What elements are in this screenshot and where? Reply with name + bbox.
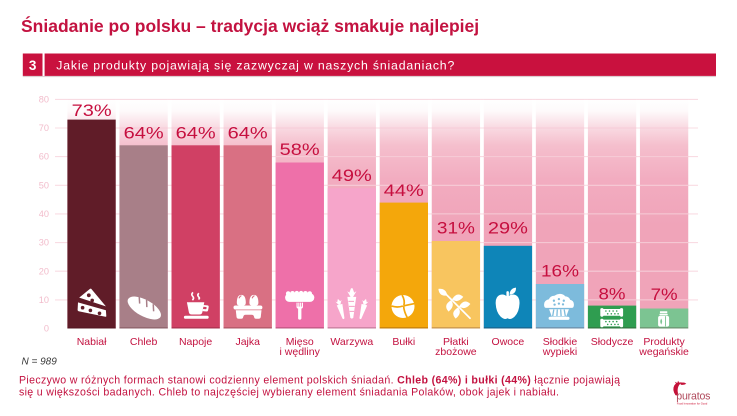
svg-text:64%: 64% <box>228 123 268 142</box>
svg-text:20: 20 <box>39 266 49 276</box>
svg-text:Mięso: Mięso <box>286 336 314 348</box>
svg-text:Słodycze: Słodycze <box>591 336 634 348</box>
svg-text:wypieki: wypieki <box>542 346 577 358</box>
svg-text:64%: 64% <box>124 123 164 142</box>
svg-text:wegańskie: wegańskie <box>638 346 689 358</box>
svg-text:49%: 49% <box>332 166 372 185</box>
svg-text:3: 3 <box>29 58 37 73</box>
svg-text:się u większości badanych. Chl: się u większości badanych. Chleb to najc… <box>19 387 559 399</box>
svg-text:7%: 7% <box>651 285 678 304</box>
svg-text:50: 50 <box>39 180 49 190</box>
svg-text:Pieczywo w różnych formach sta: Pieczywo w różnych formach stanowi codzi… <box>19 375 620 387</box>
svg-text:Produkty: Produkty <box>643 336 685 348</box>
svg-text:10: 10 <box>39 295 49 305</box>
svg-text:zbożowe: zbożowe <box>435 346 477 358</box>
svg-text:80: 80 <box>39 95 49 105</box>
svg-text:Napoje: Napoje <box>179 336 212 348</box>
svg-text:Śniadanie po polsku – tradycja: Śniadanie po polsku – tradycja wciąż sma… <box>21 15 479 36</box>
svg-text:31%: 31% <box>437 218 475 237</box>
svg-text:70: 70 <box>39 123 49 133</box>
svg-text:44%: 44% <box>384 181 424 200</box>
svg-text:puratos: puratos <box>676 391 710 403</box>
svg-text:N = 989: N = 989 <box>22 357 58 368</box>
svg-text:40: 40 <box>39 209 49 219</box>
svg-text:58%: 58% <box>280 140 320 159</box>
svg-text:Chleb: Chleb <box>130 336 158 348</box>
svg-text:Food Innovation for Good: Food Innovation for Good <box>677 402 708 406</box>
svg-text:73%: 73% <box>72 101 112 120</box>
svg-text:Owoce: Owoce <box>492 336 525 348</box>
svg-text:Nabiał: Nabiał <box>77 336 107 348</box>
svg-text:Bułki: Bułki <box>392 336 415 348</box>
svg-text:Jakie produkty pojawiają się z: Jakie produkty pojawiają się zazwyczaj w… <box>56 58 454 72</box>
svg-text:Płatki: Płatki <box>443 336 469 348</box>
svg-text:Jajka: Jajka <box>235 336 260 348</box>
svg-text:29%: 29% <box>488 219 528 238</box>
svg-text:16%: 16% <box>541 262 579 281</box>
svg-text:64%: 64% <box>176 123 216 142</box>
svg-text:i wędliny: i wędliny <box>280 346 321 358</box>
svg-text:Warzywa: Warzywa <box>330 336 373 348</box>
svg-text:8%: 8% <box>599 284 626 303</box>
svg-text:60: 60 <box>39 152 49 162</box>
svg-text:Słodkie: Słodkie <box>543 336 578 348</box>
svg-text:0: 0 <box>44 324 49 334</box>
svg-text:30: 30 <box>39 238 49 248</box>
